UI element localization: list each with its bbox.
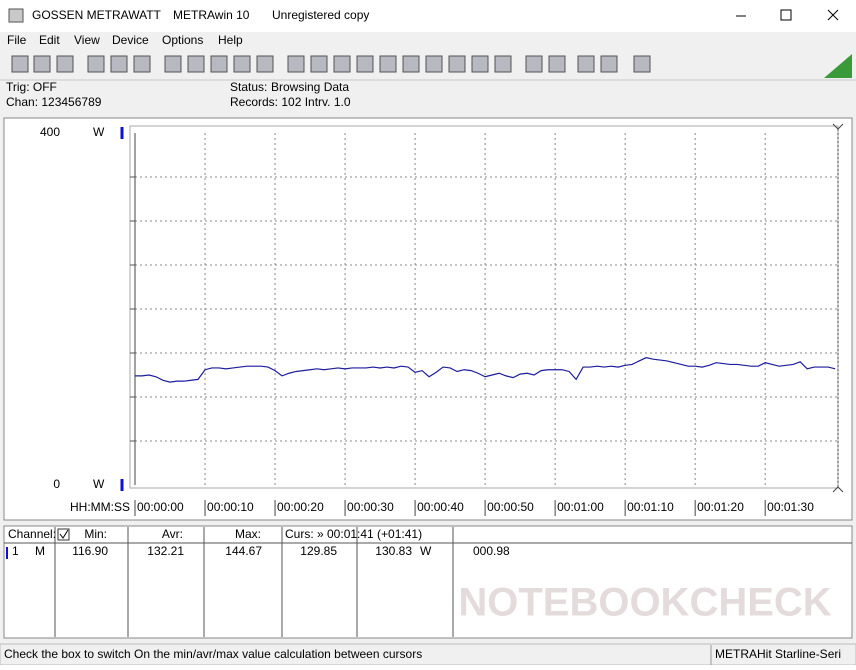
- menu-item[interactable]: View: [74, 33, 100, 47]
- x-tick-label: 00:00:40: [417, 500, 464, 514]
- status-value: Browsing Data: [271, 80, 349, 94]
- toolbar-button[interactable]: [210, 55, 228, 73]
- header-cell: Channel:: [8, 527, 56, 541]
- x-tick-label: 00:01:20: [697, 500, 744, 514]
- toolbar-button[interactable]: [287, 55, 305, 73]
- table-cell: 132.21: [147, 544, 184, 558]
- x-tick-label: 00:00:10: [207, 500, 254, 514]
- y-tick-label: 400: [40, 125, 60, 139]
- toolbar-button[interactable]: [548, 55, 566, 73]
- app-icon: [8, 8, 24, 23]
- x-tick-label: 00:00:50: [487, 500, 534, 514]
- toolbar-button[interactable]: [310, 55, 328, 73]
- toolbar-button[interactable]: [256, 55, 274, 73]
- toolbar-button[interactable]: [333, 55, 351, 73]
- header-cell: Min:: [84, 527, 107, 541]
- toolbar-button[interactable]: [525, 55, 543, 73]
- status-label: Status:: [230, 80, 267, 94]
- toolbar-button[interactable]: [11, 55, 29, 73]
- menu-item[interactable]: Options: [162, 33, 203, 47]
- header-cell: Avr:: [162, 527, 183, 541]
- x-tick-label: 00:01:30: [767, 500, 814, 514]
- toolbar-button[interactable]: [425, 55, 443, 73]
- logo-triangle: [824, 54, 852, 78]
- toolbar-button[interactable]: [164, 55, 182, 73]
- toolbar-button[interactable]: [448, 55, 466, 73]
- x-tick-label: 00:00:30: [347, 500, 394, 514]
- header-cell: Max:: [235, 527, 261, 541]
- toolbar-button[interactable]: [356, 55, 374, 73]
- series-line: [135, 357, 836, 383]
- toolbar-button[interactable]: [87, 55, 105, 73]
- toolbar-button[interactable]: [402, 55, 420, 73]
- toolbar-button[interactable]: [471, 55, 489, 73]
- table-panel: [3, 525, 853, 639]
- row-marker: [6, 547, 8, 559]
- y-unit: W: [93, 477, 105, 491]
- close-button[interactable]: [827, 9, 839, 21]
- toolbar-button[interactable]: [187, 55, 205, 73]
- program-name: METRAwin 10: [173, 8, 250, 22]
- maximize-button[interactable]: [780, 9, 792, 21]
- menu-item[interactable]: Device: [112, 33, 149, 47]
- toolbar-button[interactable]: [600, 55, 618, 73]
- table-cell: 144.67: [225, 544, 262, 558]
- checkmark: [59, 529, 69, 539]
- header-cell: Curs: » 00:01:41 (+01:41): [285, 527, 422, 541]
- x-axis-label: HH:MM:SS: [70, 500, 130, 514]
- menu-item[interactable]: Help: [218, 33, 243, 47]
- toolbar-button[interactable]: [110, 55, 128, 73]
- toolbar-button[interactable]: [133, 55, 151, 73]
- table-cell: W: [420, 544, 432, 558]
- x-tick-label: 00:00:20: [277, 500, 324, 514]
- toolbar-button[interactable]: [494, 55, 512, 73]
- table-cell: 000.98: [473, 544, 510, 558]
- toolbar-button[interactable]: [577, 55, 595, 73]
- records: Records: 102 Intrv. 1.0: [230, 95, 351, 109]
- watermark: NOTEBOOKCHECK: [458, 581, 831, 625]
- chan: Chan: 123456789: [6, 95, 102, 109]
- app-name: GOSSEN METRAWATT: [32, 8, 162, 22]
- license: Unregistered copy: [272, 8, 369, 22]
- trig: Trig: OFF: [6, 80, 57, 94]
- toolbar-button[interactable]: [233, 55, 251, 73]
- chart-panel: [3, 117, 853, 521]
- y-unit: W: [93, 125, 105, 139]
- menu-item[interactable]: Edit: [39, 33, 60, 47]
- status-device: METRAHit Starline-Seri: [715, 647, 841, 661]
- y-tick-label: 0: [53, 477, 60, 491]
- x-tick-label: 00:00:00: [137, 500, 184, 514]
- title-bar: [0, 0, 856, 32]
- x-tick-label: 00:01:10: [627, 500, 674, 514]
- table-cell: 130.83: [375, 544, 412, 558]
- toolbar-button[interactable]: [379, 55, 397, 73]
- menu-bar: [0, 32, 856, 50]
- menu-item[interactable]: File: [7, 33, 27, 47]
- table-cell: 129.85: [300, 544, 337, 558]
- status-hint: Check the box to switch On the min/avr/m…: [4, 647, 422, 661]
- table-cell: M: [35, 544, 45, 558]
- toolbar-button[interactable]: [633, 55, 651, 73]
- table-cell: 116.90: [72, 544, 108, 558]
- toolbar-button[interactable]: [56, 55, 74, 73]
- x-tick-label: 00:01:00: [557, 500, 604, 514]
- calc-checkbox[interactable]: [57, 528, 70, 541]
- toolbar-button[interactable]: [33, 55, 51, 73]
- table-cell: 1: [12, 544, 19, 558]
